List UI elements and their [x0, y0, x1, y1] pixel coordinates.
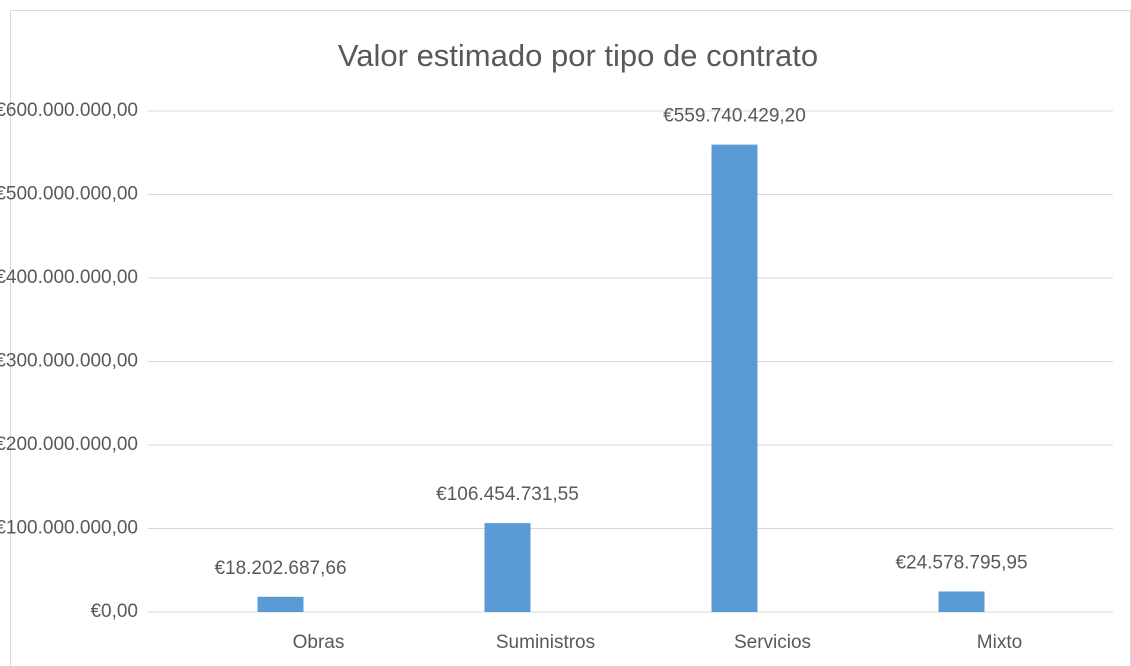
y-tick-label: €100.000.000,00 — [0, 518, 138, 539]
y-tick-label: €300.000.000,00 — [0, 351, 138, 372]
chart-border — [10, 10, 1131, 666]
data-label: €24.578.795,95 — [895, 552, 1027, 573]
bar — [938, 591, 985, 612]
y-tick-label: €0,00 — [90, 601, 138, 622]
x-tick-label: Servicios — [734, 632, 811, 653]
bar — [484, 523, 531, 612]
x-tick-label: Obras — [293, 632, 345, 653]
x-tick-label: Mixto — [977, 632, 1022, 653]
data-label: €18.202.687,66 — [214, 558, 346, 579]
y-tick-label: €400.000.000,00 — [0, 267, 138, 288]
data-label: €106.454.731,55 — [436, 484, 579, 505]
chart-title: Valor estimado por tipo de contrato — [338, 38, 818, 73]
bar — [711, 144, 758, 612]
y-tick-label: €200.000.000,00 — [0, 434, 138, 455]
bar — [257, 596, 304, 612]
data-label: €559.740.429,20 — [663, 106, 806, 127]
x-tick-label: Suministros — [496, 632, 595, 653]
y-tick-label: €500.000.000,00 — [0, 184, 138, 205]
y-tick-label: €600.000.000,00 — [0, 100, 138, 121]
